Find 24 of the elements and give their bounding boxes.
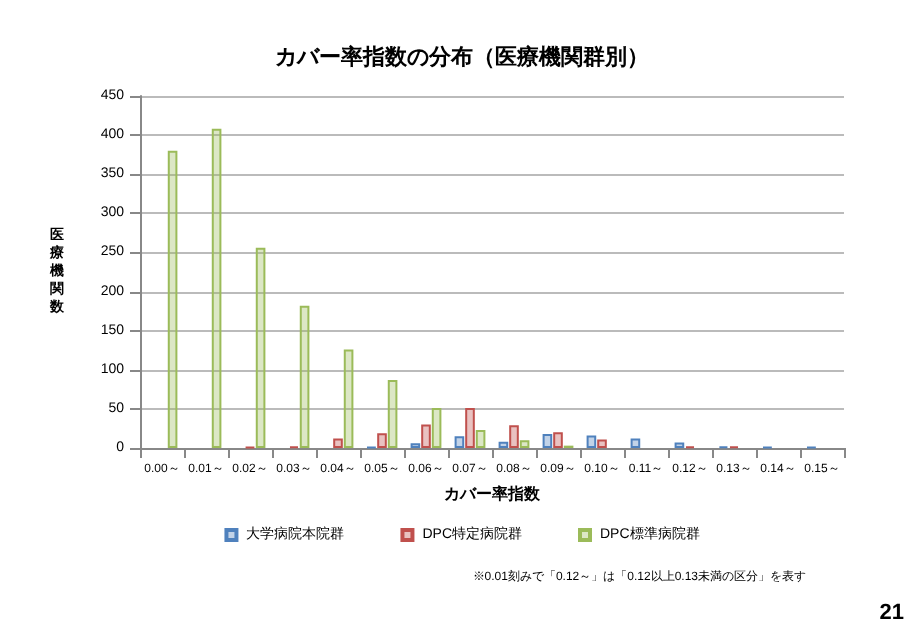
bar	[167, 150, 178, 448]
bar	[431, 408, 442, 448]
bar	[597, 439, 607, 448]
bar	[509, 425, 519, 448]
x-axis-title: カバー率指数	[444, 482, 542, 503]
bar	[255, 247, 266, 448]
bar	[553, 432, 563, 448]
bar	[519, 440, 530, 448]
bar	[333, 438, 343, 448]
bar	[498, 441, 509, 448]
chart-title: カバー率指数の分布（医療機関群別）	[275, 44, 649, 70]
bar	[586, 435, 597, 448]
bar	[377, 433, 387, 448]
bar	[475, 430, 486, 448]
bar	[299, 305, 310, 448]
bar	[454, 436, 465, 448]
bar	[421, 424, 431, 448]
text: 21	[879, 601, 905, 625]
bar	[387, 379, 398, 448]
bar	[630, 438, 641, 448]
bar	[465, 408, 475, 448]
bar	[542, 433, 553, 448]
bar	[343, 349, 354, 448]
bar	[211, 128, 222, 448]
